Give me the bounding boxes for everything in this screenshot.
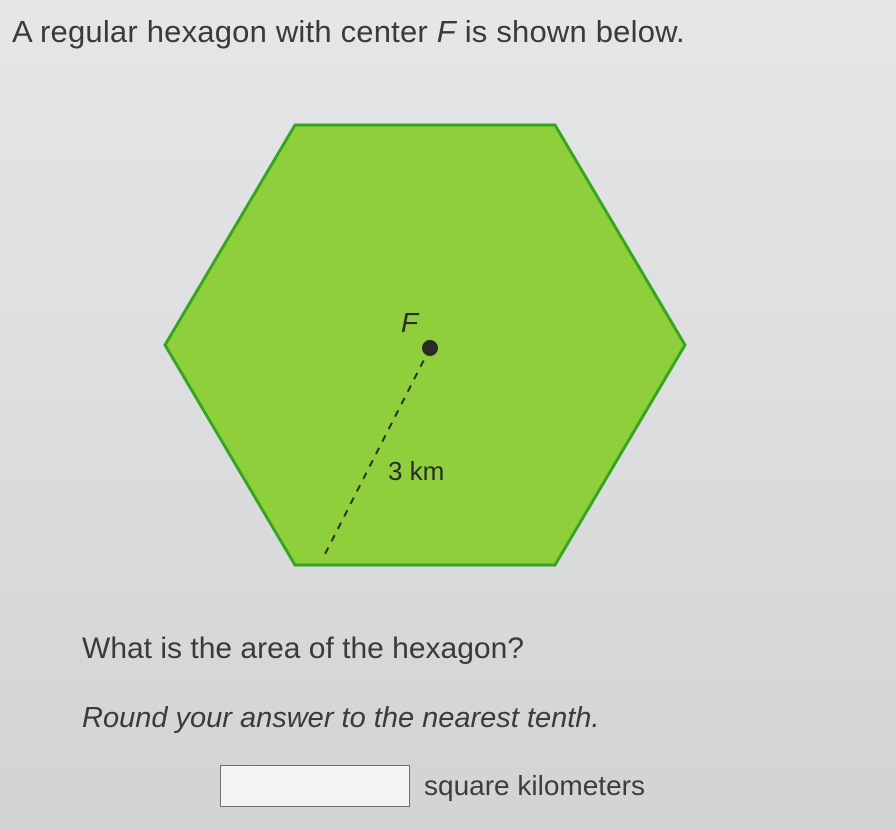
prompt-text: A regular hexagon with center F is shown…: [12, 14, 685, 50]
hexagon-svg: F 3 km: [145, 70, 705, 610]
rounding-instruction: Round your answer to the nearest tenth.: [82, 702, 599, 735]
prompt-before-var: A regular hexagon with center: [12, 14, 437, 49]
center-point-dot: [422, 340, 438, 356]
prompt-after-var: is shown below.: [456, 14, 685, 49]
center-label-F: F: [401, 307, 420, 338]
answer-input[interactable]: [220, 765, 410, 807]
question-text: What is the area of the hexagon?: [82, 632, 524, 666]
answer-row: square kilometers: [220, 765, 645, 807]
hexagon-figure: F 3 km: [145, 70, 705, 610]
radius-distance-label: 3 km: [388, 456, 444, 486]
prompt-var: F: [437, 14, 456, 49]
unit-label: square kilometers: [424, 770, 645, 802]
